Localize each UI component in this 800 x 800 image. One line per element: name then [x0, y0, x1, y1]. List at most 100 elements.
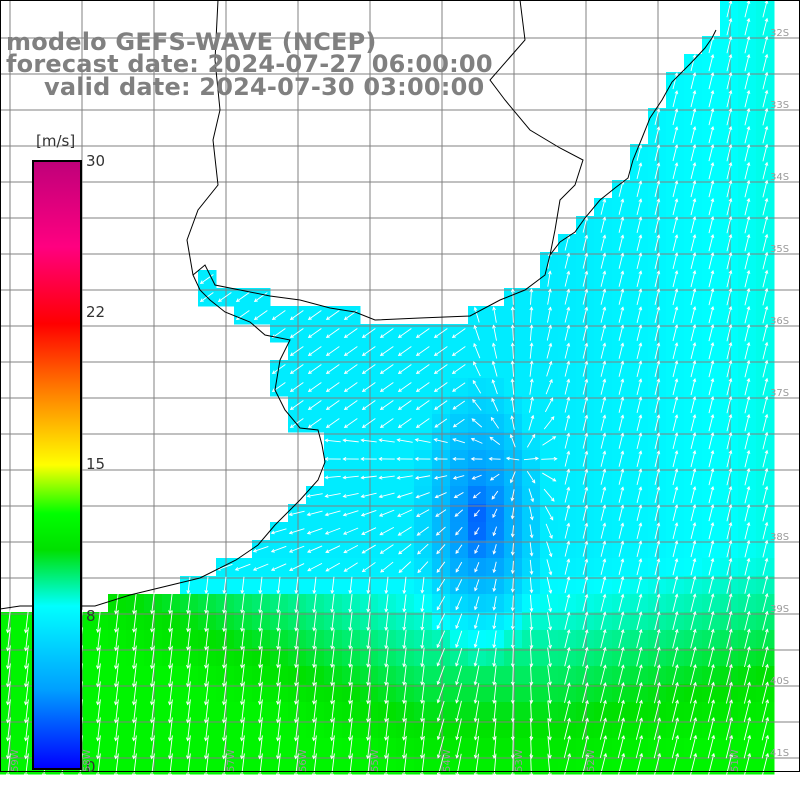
- wind-arrow: [546, 612, 552, 630]
- wind-arrow-head: [474, 531, 478, 536]
- wind-arrow-head: [455, 736, 460, 741]
- wind-arrow-head: [132, 719, 136, 724]
- wind-arrow: [762, 90, 768, 108]
- wind-arrow-head: [656, 270, 661, 275]
- wind-arrow: [325, 545, 341, 553]
- wind-arrow: [474, 527, 480, 535]
- wind-arrow-head: [621, 682, 625, 687]
- wind-arrow-head: [566, 611, 571, 616]
- wind-arrow-head: [764, 377, 769, 382]
- wind-arrow-head: [548, 288, 552, 293]
- wind-arrow-head: [360, 475, 365, 480]
- wind-arrow-head: [307, 316, 312, 320]
- wind-arrow: [690, 216, 696, 234]
- wind-arrow-head: [584, 450, 589, 455]
- wind-arrow: [403, 718, 407, 740]
- wind-arrow: [636, 361, 642, 377]
- wind-arrow-head: [348, 718, 352, 723]
- wind-arrow: [708, 647, 714, 667]
- wind-arrow-head: [258, 646, 262, 651]
- wind-arrow-head: [529, 663, 534, 668]
- wind-arrow-head: [451, 334, 456, 338]
- wind-arrow-head: [252, 567, 257, 571]
- wind-arrow: [416, 492, 430, 498]
- wind-arrow: [654, 216, 660, 234]
- wind-arrow-head: [602, 270, 607, 275]
- wind-arrow: [217, 563, 233, 571]
- wind-arrow: [326, 364, 340, 374]
- wind-arrow: [564, 253, 570, 269]
- wind-arrow: [744, 252, 750, 270]
- wind-arrow: [547, 629, 551, 649]
- wind-arrow-head: [420, 718, 424, 723]
- wind-arrow-head: [729, 699, 733, 704]
- wind-arrow-head: [529, 589, 534, 594]
- wind-arrow-head: [168, 719, 172, 724]
- wind-arrow: [708, 144, 714, 162]
- wind-arrow-head: [638, 162, 643, 167]
- wind-arrow: [115, 609, 119, 633]
- wind-arrow-head: [531, 479, 536, 484]
- wind-arrow-head: [566, 486, 571, 491]
- wind-arrow-head: [692, 628, 697, 633]
- wind-arrow-head: [764, 628, 769, 633]
- wind-arrow-head: [510, 588, 515, 593]
- wind-arrow: [416, 346, 430, 356]
- wind-arrow: [253, 563, 269, 571]
- wind-arrow: [436, 630, 446, 648]
- wind-arrow: [547, 271, 551, 287]
- wind-arrow: [187, 717, 191, 741]
- wind-arrow: [380, 561, 394, 573]
- wind-arrow-head: [397, 406, 402, 410]
- wind-arrow: [416, 400, 430, 410]
- wind-arrow-head: [361, 568, 366, 573]
- wind-arrow: [547, 682, 551, 704]
- wind-arrow-head: [417, 569, 422, 574]
- wind-arrow-head: [710, 413, 715, 419]
- wind-arrow-head: [764, 125, 769, 130]
- wind-arrow-head: [271, 388, 276, 392]
- wind-arrow-head: [384, 773, 388, 778]
- wind-arrow: [474, 718, 480, 740]
- wind-arrow-head: [728, 197, 733, 203]
- wind-arrow: [636, 433, 642, 449]
- wind-arrow: [744, 378, 750, 396]
- wind-arrow: [343, 544, 359, 554]
- wind-arrow: [654, 108, 660, 126]
- wind-arrow-head: [433, 352, 438, 356]
- wind-arrow-head: [258, 719, 262, 724]
- wind-arrow: [672, 162, 678, 180]
- wind-arrow: [367, 753, 371, 777]
- wind-arrow-head: [638, 646, 643, 651]
- wind-arrow-head: [692, 144, 697, 149]
- wind-arrow-head: [765, 663, 769, 668]
- wind-arrow: [398, 418, 412, 428]
- wind-arrow: [564, 415, 570, 431]
- wind-arrow: [564, 523, 570, 539]
- wind-arrow-head: [510, 288, 515, 293]
- wind-arrow: [690, 306, 696, 324]
- wind-arrow: [492, 343, 498, 359]
- wind-arrow-head: [492, 663, 497, 668]
- wind-arrow: [241, 681, 245, 705]
- wind-arrow-head: [656, 558, 661, 563]
- wind-arrow-head: [746, 269, 751, 274]
- wind-arrow: [708, 72, 714, 90]
- wind-arrow: [523, 457, 539, 461]
- wind-arrow-head: [472, 398, 476, 403]
- wind-arrow-head: [620, 432, 625, 437]
- wind-arrow-head: [473, 643, 478, 649]
- wind-arrow: [417, 561, 429, 573]
- wind-arrow-head: [24, 665, 28, 670]
- wind-arrow-head: [312, 700, 316, 705]
- wind-arrow-head: [728, 161, 733, 167]
- wind-arrow: [708, 540, 714, 558]
- wind-arrow: [744, 270, 750, 288]
- wind-arrow-head: [240, 609, 245, 614]
- wind-arrow-head: [747, 752, 752, 757]
- wind-arrow: [526, 470, 536, 484]
- wind-arrow-head: [492, 606, 497, 611]
- wind-arrow: [456, 718, 462, 740]
- wind-arrow-head: [473, 681, 478, 686]
- wind-arrow-head: [638, 144, 643, 149]
